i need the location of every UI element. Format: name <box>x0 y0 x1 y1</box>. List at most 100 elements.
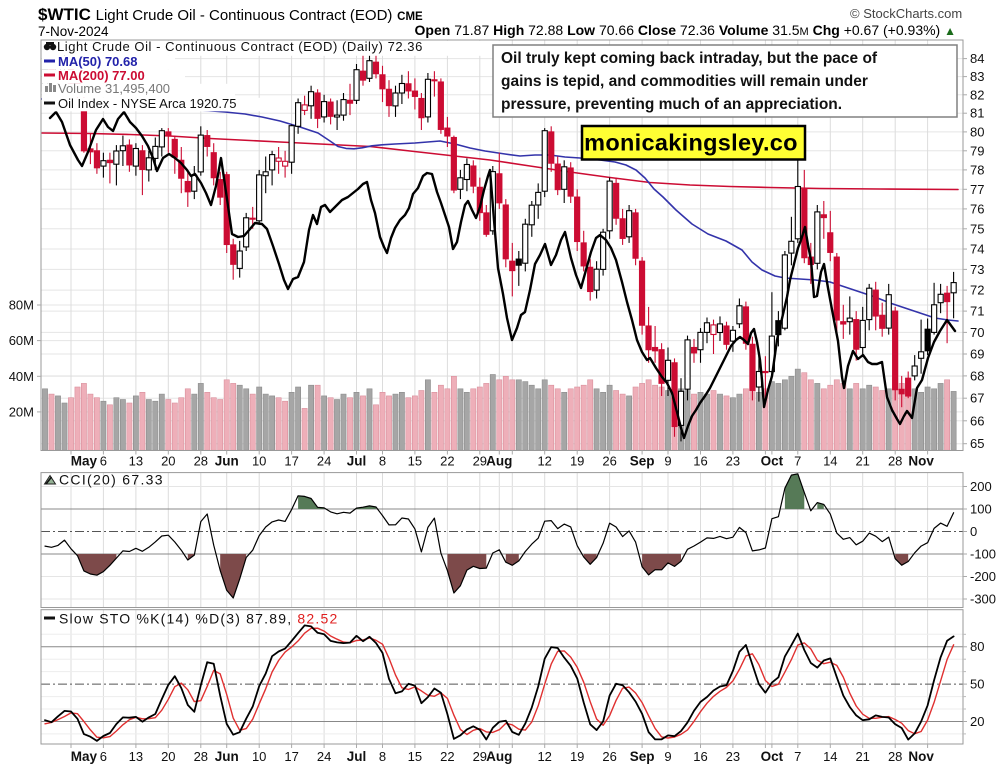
svg-text:28: 28 <box>888 749 902 764</box>
svg-text:69: 69 <box>970 347 984 362</box>
svg-text:17: 17 <box>284 749 298 764</box>
svg-text:79: 79 <box>970 143 984 158</box>
svg-text:MA(50) 70.68: MA(50) 70.68 <box>58 54 137 69</box>
svg-text:CCI(20) 67.33: CCI(20) 67.33 <box>59 472 164 488</box>
svg-text:60M: 60M <box>9 333 34 348</box>
svg-text:83: 83 <box>970 69 984 84</box>
svg-text:8: 8 <box>379 454 386 469</box>
svg-text:67: 67 <box>970 391 984 406</box>
svg-text:20: 20 <box>161 749 175 764</box>
svg-text:22: 22 <box>440 749 454 764</box>
svg-text:10: 10 <box>252 749 266 764</box>
svg-text:12: 12 <box>537 749 551 764</box>
svg-text:84: 84 <box>970 51 984 66</box>
svg-text:40M: 40M <box>9 369 34 384</box>
svg-text:19: 19 <box>570 454 584 469</box>
svg-text:-300: -300 <box>970 592 996 607</box>
svg-text:23: 23 <box>726 454 740 469</box>
svg-text:66: 66 <box>970 413 984 428</box>
svg-text:9: 9 <box>664 454 671 469</box>
svg-text:28: 28 <box>888 454 902 469</box>
svg-text:13: 13 <box>129 454 143 469</box>
svg-text:81: 81 <box>970 106 984 121</box>
svg-text:Volume 31,495,400: Volume 31,495,400 <box>58 81 170 96</box>
svg-text:28: 28 <box>194 454 208 469</box>
svg-text:75: 75 <box>970 221 984 236</box>
svg-text:29: 29 <box>473 749 487 764</box>
svg-text:7: 7 <box>794 749 801 764</box>
svg-text:16: 16 <box>693 749 707 764</box>
svg-text:68: 68 <box>970 368 984 383</box>
svg-text:6: 6 <box>100 749 107 764</box>
svg-text:gains is tepid, and commoditie: gains is tepid, and commodities will rem… <box>501 73 868 90</box>
svg-text:monicakingsley.co: monicakingsley.co <box>584 130 798 156</box>
svg-text:MA(200) 77.00: MA(200) 77.00 <box>58 68 145 83</box>
svg-text:Aug: Aug <box>486 749 512 764</box>
svg-text:20: 20 <box>161 454 175 469</box>
svg-text:Sep: Sep <box>630 749 655 764</box>
svg-text:15: 15 <box>408 749 422 764</box>
svg-text:16: 16 <box>693 454 707 469</box>
svg-text:65: 65 <box>970 436 984 451</box>
svg-text:73: 73 <box>970 262 984 277</box>
svg-text:Nov: Nov <box>908 454 934 469</box>
svg-text:21: 21 <box>855 454 869 469</box>
svg-text:29: 29 <box>473 454 487 469</box>
svg-text:71: 71 <box>970 304 984 319</box>
svg-text:pressure, preventing much of a: pressure, preventing much of an apprecia… <box>501 96 842 113</box>
svg-text:8: 8 <box>379 749 386 764</box>
svg-text:20M: 20M <box>9 404 34 419</box>
svg-text:24: 24 <box>317 454 331 469</box>
svg-text:26: 26 <box>602 749 616 764</box>
svg-text:May: May <box>71 749 98 764</box>
svg-text:Jul: Jul <box>347 454 367 469</box>
svg-text:24: 24 <box>317 749 331 764</box>
svg-text:15: 15 <box>408 454 422 469</box>
svg-text:Oil Index - NYSE Arca 1920.75: Oil Index - NYSE Arca 1920.75 <box>58 96 236 111</box>
svg-text:10: 10 <box>252 454 266 469</box>
svg-text:23: 23 <box>726 749 740 764</box>
svg-text:78: 78 <box>970 162 984 177</box>
svg-text:13: 13 <box>129 749 143 764</box>
svg-text:Light Crude Oil - Continuous C: Light Crude Oil - Continuous Contract (E… <box>57 39 423 54</box>
svg-text:Oil truly kept coming back int: Oil truly kept coming back intraday, but… <box>501 50 878 67</box>
svg-text:200: 200 <box>970 479 992 494</box>
svg-text:0: 0 <box>970 524 977 539</box>
svg-text:Jun: Jun <box>215 749 239 764</box>
svg-text:28: 28 <box>194 749 208 764</box>
svg-text:21: 21 <box>855 749 869 764</box>
svg-text:19: 19 <box>570 749 584 764</box>
svg-text:80: 80 <box>970 124 984 139</box>
svg-text:Sep: Sep <box>630 454 655 469</box>
svg-text:Aug: Aug <box>486 454 512 469</box>
svg-text:82: 82 <box>970 87 984 102</box>
svg-text:-100: -100 <box>970 547 996 562</box>
svg-text:May: May <box>71 454 98 469</box>
svg-text:Nov: Nov <box>908 749 934 764</box>
svg-text:80M: 80M <box>9 298 34 313</box>
svg-text:26: 26 <box>602 454 616 469</box>
svg-text:22: 22 <box>440 454 454 469</box>
svg-text:Jul: Jul <box>347 749 367 764</box>
svg-text:80: 80 <box>970 639 984 654</box>
svg-text:14: 14 <box>823 454 837 469</box>
svg-text:72: 72 <box>970 283 984 298</box>
svg-text:50: 50 <box>970 677 984 692</box>
svg-text:20: 20 <box>970 714 984 729</box>
svg-text:70: 70 <box>970 325 984 340</box>
svg-text:7: 7 <box>794 454 801 469</box>
svg-text:74: 74 <box>970 242 984 257</box>
svg-text:17: 17 <box>284 454 298 469</box>
svg-text:76: 76 <box>970 201 984 216</box>
svg-text:Jun: Jun <box>215 454 239 469</box>
svg-text:14: 14 <box>823 749 837 764</box>
svg-text:6: 6 <box>100 454 107 469</box>
svg-text:Oct: Oct <box>761 454 784 469</box>
svg-text:-200: -200 <box>970 569 996 584</box>
svg-text:Oct: Oct <box>761 749 784 764</box>
svg-text:Slow STO %K(14) %D(3) 87.89, 8: Slow STO %K(14) %D(3) 87.89, 82.52 <box>59 611 338 627</box>
svg-text:77: 77 <box>970 182 984 197</box>
svg-text:9: 9 <box>664 749 671 764</box>
svg-text:12: 12 <box>537 454 551 469</box>
svg-text:100: 100 <box>970 502 992 517</box>
